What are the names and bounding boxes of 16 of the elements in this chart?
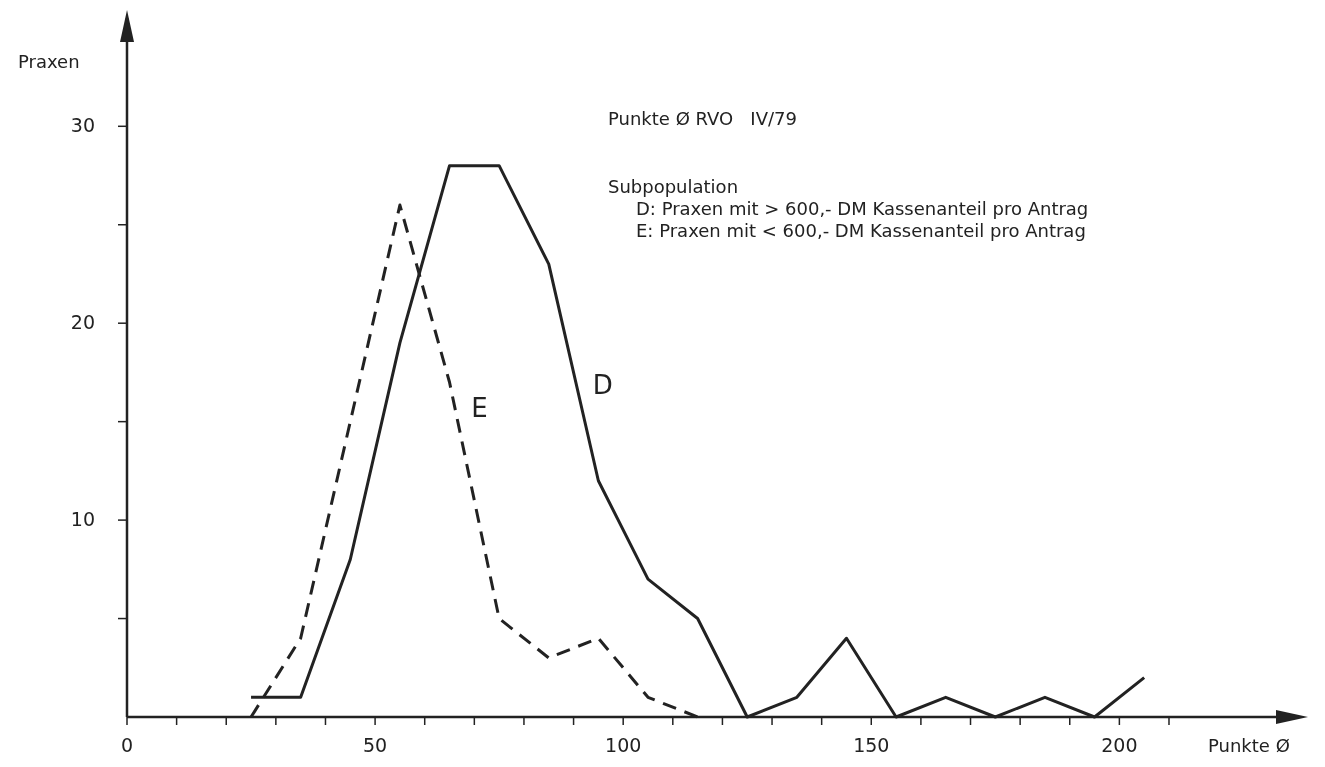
text: Punkte Ø RVO IV/79 [608,108,797,129]
annotation: E: Praxen mit < 600,- DM Kassenanteil pro Antrag [636,220,1086,241]
x-axis-title: Punkte Ø [1208,735,1290,756]
series-label: D [592,369,613,400]
x-tick-label: 100 [605,734,642,756]
x-tick-label: 0 [120,734,134,756]
y-tick-label: 30 [70,113,95,136]
y-tick-label: 20 [70,310,95,333]
y-tick-label: 10 [70,507,95,530]
series-label: E [471,393,488,424]
y-axis-title: Praxen [18,51,80,72]
x-tick-label: 50 [363,734,388,756]
x-tick-label: 200 [1101,734,1138,756]
annotation: D: Praxen mit > 600,- DM Kassenanteil pro Antrag [636,198,1089,219]
annotation: Subpopulation [608,176,739,197]
x-tick-label: 150 [853,734,890,756]
